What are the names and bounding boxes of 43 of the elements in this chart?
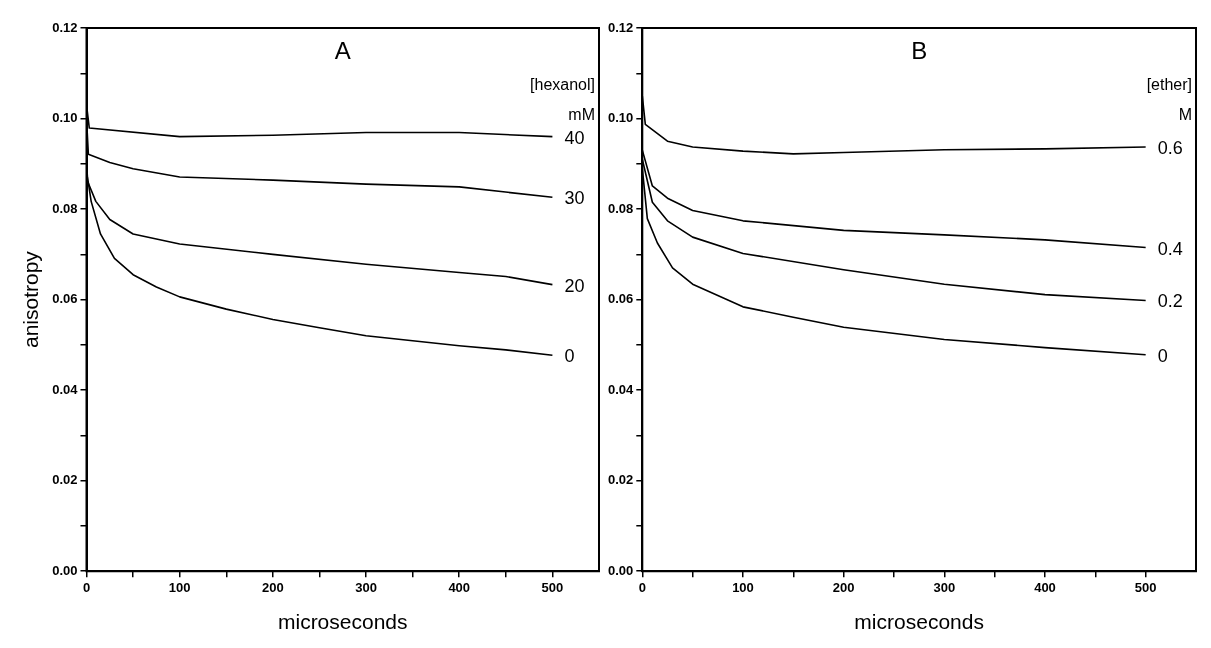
y-tick-label: 0.06 xyxy=(52,291,78,307)
x-axis-title: microseconds xyxy=(277,610,408,634)
x-tick-label: 200 xyxy=(262,579,284,595)
y-tick-label: 0.08 xyxy=(607,200,634,216)
y-tick-label: 0.12 xyxy=(52,19,78,35)
y-tick-label: 0.04 xyxy=(52,381,79,397)
y-tick-label: 0.02 xyxy=(607,472,634,488)
y-axis-title: anisotropy xyxy=(19,250,43,349)
x-tick-label: 0 xyxy=(638,579,646,595)
series-label: 0.6 xyxy=(1157,138,1183,159)
x-tick-label: 0 xyxy=(82,579,91,595)
y-tick-label: 0.06 xyxy=(607,291,634,307)
series-label: 0.2 xyxy=(1157,291,1183,312)
x-tick-label: 400 xyxy=(448,579,471,595)
x-tick-label: 300 xyxy=(355,579,377,595)
series-label: 0.4 xyxy=(1157,238,1183,259)
x-tick-label: 300 xyxy=(933,579,956,595)
annotation: mM xyxy=(568,106,595,124)
y-tick-label: 0.08 xyxy=(52,200,78,216)
series-label: 30 xyxy=(564,188,585,209)
y-tick-label: 0.00 xyxy=(52,562,78,578)
x-tick-label: 500 xyxy=(1134,579,1157,595)
y-tick-label: 0.12 xyxy=(607,19,634,35)
series-label: 20 xyxy=(564,275,585,296)
annotation: M xyxy=(1178,106,1192,124)
x-tick-label: 400 xyxy=(1034,579,1056,595)
annotation: [ether] xyxy=(1146,76,1192,94)
y-tick-label: 0.10 xyxy=(607,110,634,126)
x-axis-title: microseconds xyxy=(854,610,984,634)
chart-title: B xyxy=(911,36,928,64)
x-tick-label: 100 xyxy=(168,579,191,595)
annotation: [hexanol] xyxy=(530,76,595,94)
y-tick-label: 0.02 xyxy=(52,472,78,488)
y-tick-label: 0.04 xyxy=(607,381,635,397)
series-label: 40 xyxy=(564,127,585,148)
x-tick-label: 200 xyxy=(832,579,855,595)
x-tick-label: 500 xyxy=(541,579,564,595)
y-tick-label: 0.00 xyxy=(607,562,634,578)
series-label: 0 xyxy=(1157,345,1168,366)
x-tick-label: 100 xyxy=(732,579,754,595)
series-label: 0 xyxy=(564,346,575,367)
y-tick-label: 0.10 xyxy=(52,110,78,126)
chart-title: A xyxy=(334,36,351,64)
